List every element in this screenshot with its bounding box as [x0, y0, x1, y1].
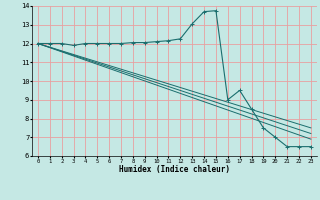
- X-axis label: Humidex (Indice chaleur): Humidex (Indice chaleur): [119, 165, 230, 174]
